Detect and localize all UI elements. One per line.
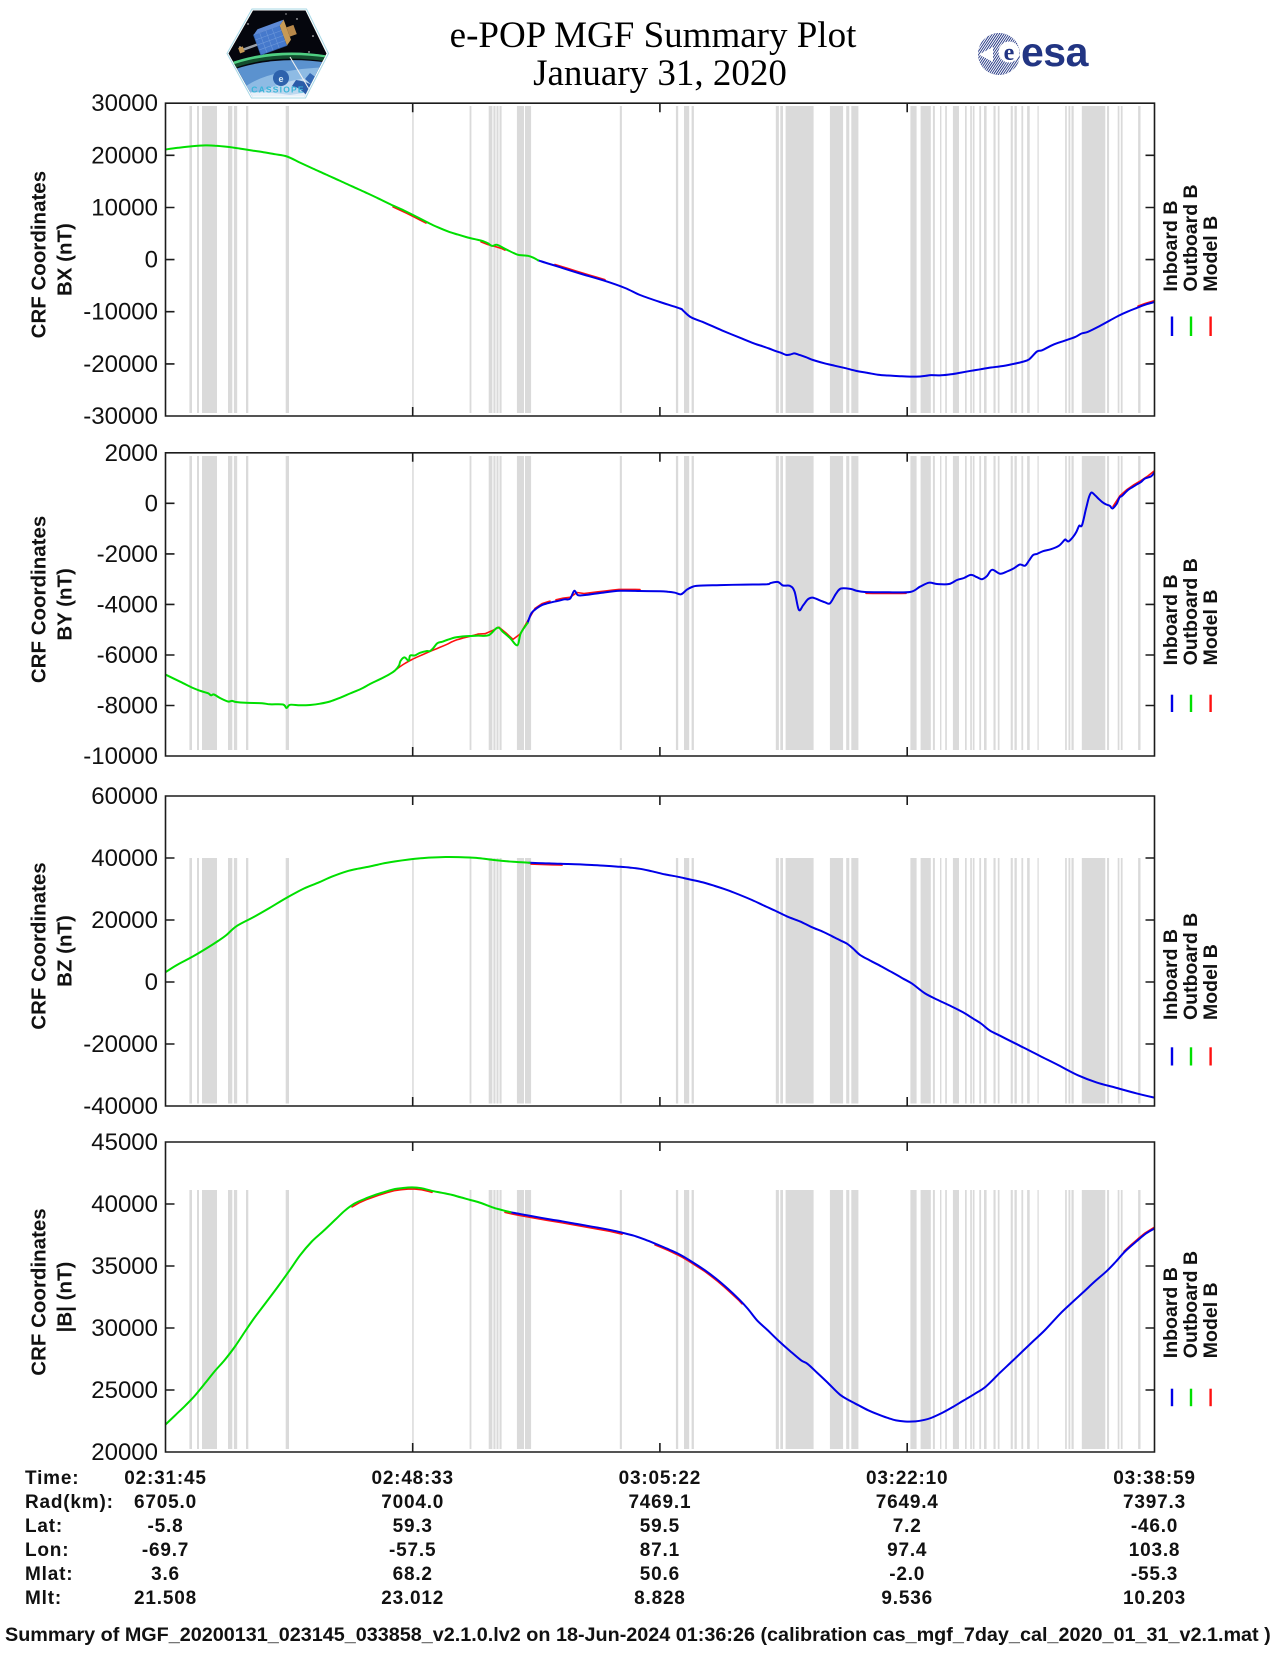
svg-text:Outboard B: Outboard B xyxy=(1180,558,1202,665)
svg-text:Outboard B: Outboard B xyxy=(1180,184,1202,291)
svg-text:-20000: -20000 xyxy=(83,351,158,378)
svg-text:-20000: -20000 xyxy=(83,1031,158,1058)
svg-text:23.012: 23.012 xyxy=(381,1588,444,1609)
svg-text:-55.3: -55.3 xyxy=(1131,1564,1178,1585)
svg-text:-2.0: -2.0 xyxy=(889,1564,925,1585)
svg-text:30000: 30000 xyxy=(91,90,158,117)
svg-text:3.6: 3.6 xyxy=(151,1564,180,1585)
svg-text:-8000: -8000 xyxy=(97,693,158,720)
svg-text:-40000: -40000 xyxy=(83,1093,158,1120)
svg-text:-6000: -6000 xyxy=(97,642,158,669)
svg-text:6705.0: 6705.0 xyxy=(134,1492,197,1513)
svg-text:-5.8: -5.8 xyxy=(148,1516,184,1537)
svg-text:03:38:59: 03:38:59 xyxy=(1113,1468,1195,1489)
svg-text:Mlat:: Mlat: xyxy=(25,1564,73,1585)
svg-text:-2000: -2000 xyxy=(97,541,158,568)
svg-text:9.536: 9.536 xyxy=(881,1588,933,1609)
svg-text:Summary of MGF_20200131_023145: Summary of MGF_20200131_023145_033858_v2… xyxy=(5,1624,1271,1646)
svg-text:50.6: 50.6 xyxy=(640,1564,680,1585)
svg-text:35000: 35000 xyxy=(91,1253,158,1280)
svg-text:Inboard B: Inboard B xyxy=(1160,1267,1182,1358)
svg-text:7469.1: 7469.1 xyxy=(628,1492,691,1513)
svg-text:Model B: Model B xyxy=(1200,1282,1222,1358)
svg-text:-10000: -10000 xyxy=(83,299,158,326)
svg-text:e: e xyxy=(278,74,283,84)
svg-text:e: e xyxy=(1004,40,1015,66)
svg-text:CASSIOPE: CASSIOPE xyxy=(251,85,305,95)
svg-text:CRF Coordinates: CRF Coordinates xyxy=(28,862,51,1029)
svg-text:-46.0: -46.0 xyxy=(1131,1516,1178,1537)
svg-text:2000: 2000 xyxy=(105,440,158,467)
svg-text:40000: 40000 xyxy=(91,1191,158,1218)
svg-text:60000: 60000 xyxy=(91,783,158,810)
svg-text:Lon:: Lon: xyxy=(25,1540,69,1561)
svg-text:Model B: Model B xyxy=(1200,944,1222,1020)
svg-text:0: 0 xyxy=(145,969,158,996)
svg-text:Inboard B: Inboard B xyxy=(1160,201,1182,292)
svg-text:-69.7: -69.7 xyxy=(142,1540,189,1561)
svg-text:03:22:10: 03:22:10 xyxy=(866,1468,948,1489)
svg-text:Model B: Model B xyxy=(1200,590,1222,666)
svg-text:30000: 30000 xyxy=(91,1315,158,1342)
svg-text:68.2: 68.2 xyxy=(393,1564,433,1585)
svg-text:Time:: Time: xyxy=(25,1468,79,1489)
svg-text:20000: 20000 xyxy=(91,907,158,934)
svg-text:Lat:: Lat: xyxy=(25,1516,63,1537)
svg-text:40000: 40000 xyxy=(91,845,158,872)
svg-text:Outboard B: Outboard B xyxy=(1180,1251,1202,1358)
svg-text:0: 0 xyxy=(145,490,158,517)
svg-text:|B| (nT): |B| (nT) xyxy=(54,1262,77,1333)
svg-text:BX (nT): BX (nT) xyxy=(54,223,77,296)
svg-text:02:48:33: 02:48:33 xyxy=(371,1468,453,1489)
svg-text:103.8: 103.8 xyxy=(1129,1540,1181,1561)
svg-text:10.203: 10.203 xyxy=(1123,1588,1186,1609)
svg-text:Inboard B: Inboard B xyxy=(1160,929,1182,1020)
svg-text:-57.5: -57.5 xyxy=(389,1540,436,1561)
svg-text:e-POP MGF Summary Plot: e-POP MGF Summary Plot xyxy=(450,15,857,56)
svg-text:-10000: -10000 xyxy=(83,743,158,770)
svg-text:8.828: 8.828 xyxy=(634,1588,686,1609)
svg-text:Outboard B: Outboard B xyxy=(1180,913,1202,1020)
svg-text:7004.0: 7004.0 xyxy=(381,1492,444,1513)
svg-text:Inboard B: Inboard B xyxy=(1160,574,1182,665)
svg-text:Mlt:: Mlt: xyxy=(25,1588,62,1609)
svg-text:January 31, 2020: January 31, 2020 xyxy=(533,53,787,94)
svg-text:21.508: 21.508 xyxy=(134,1588,197,1609)
svg-text:-4000: -4000 xyxy=(97,591,158,618)
svg-text:45000: 45000 xyxy=(91,1129,158,1156)
svg-text:7.2: 7.2 xyxy=(893,1516,922,1537)
svg-text:7649.4: 7649.4 xyxy=(876,1492,939,1513)
svg-text:CRF Coordinates: CRF Coordinates xyxy=(28,1208,51,1375)
svg-text:02:31:45: 02:31:45 xyxy=(124,1468,206,1489)
svg-text:03:05:22: 03:05:22 xyxy=(619,1468,701,1489)
svg-text:7397.3: 7397.3 xyxy=(1123,1492,1186,1513)
svg-text:Model B: Model B xyxy=(1200,216,1222,292)
svg-text:esa: esa xyxy=(1021,29,1090,75)
svg-text:CRF Coordinates: CRF Coordinates xyxy=(28,171,51,338)
svg-text:-30000: -30000 xyxy=(83,403,158,430)
svg-text:25000: 25000 xyxy=(91,1377,158,1404)
svg-text:97.4: 97.4 xyxy=(887,1540,927,1561)
svg-text:BY (nT): BY (nT) xyxy=(54,568,77,641)
svg-text:20000: 20000 xyxy=(91,1439,158,1466)
svg-text:59.5: 59.5 xyxy=(640,1516,680,1537)
svg-text:BZ (nT): BZ (nT) xyxy=(54,915,77,987)
svg-text:87.1: 87.1 xyxy=(640,1540,680,1561)
svg-text:CRF Coordinates: CRF Coordinates xyxy=(28,516,51,683)
svg-text:20000: 20000 xyxy=(91,142,158,169)
svg-text:10000: 10000 xyxy=(91,195,158,222)
svg-text:Rad(km):: Rad(km): xyxy=(25,1492,114,1513)
svg-text:0: 0 xyxy=(145,247,158,274)
svg-text:59.3: 59.3 xyxy=(393,1516,433,1537)
